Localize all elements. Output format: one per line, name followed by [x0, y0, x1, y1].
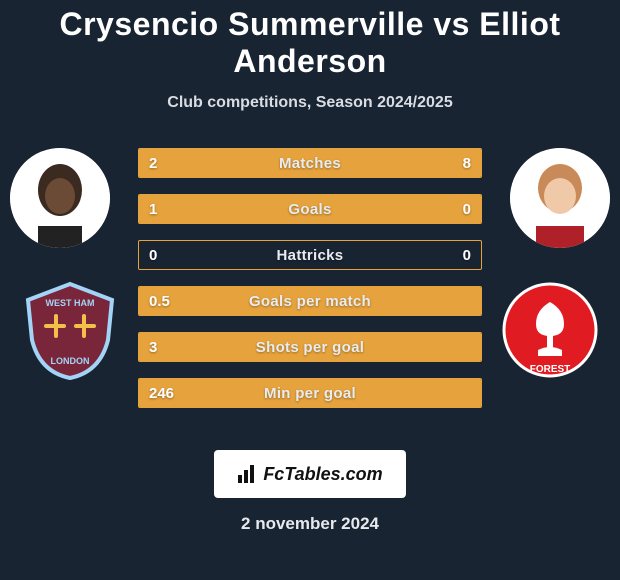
footer-date: 2 november 2024 [0, 514, 620, 534]
right-club-crest: FOREST [500, 280, 600, 380]
westham-crest-icon: WEST HAM LONDON [20, 280, 120, 380]
comparison-area: WEST HAM LONDON FOREST 2Matches81Goals00… [0, 146, 620, 436]
forest-crest-icon: FOREST [500, 280, 600, 380]
person-silhouette-icon [510, 148, 610, 248]
title-left-player: Crysencio Summerville [59, 6, 423, 42]
stat-right-value: 0 [463, 195, 471, 223]
stat-label: Shots per goal [139, 333, 481, 361]
stat-row: 3Shots per goal [138, 332, 482, 362]
svg-text:WEST HAM: WEST HAM [46, 298, 95, 308]
svg-text:LONDON: LONDON [51, 356, 90, 366]
stat-row: 1Goals0 [138, 194, 482, 224]
stat-right-value: 0 [463, 241, 471, 269]
stat-row: 0.5Goals per match [138, 286, 482, 316]
left-club-crest: WEST HAM LONDON [20, 280, 120, 380]
brand-badge: FcTables.com [214, 450, 406, 498]
stat-label: Min per goal [139, 379, 481, 407]
chart-icon [237, 464, 257, 484]
stat-bars: 2Matches81Goals00Hattricks00.5Goals per … [138, 148, 482, 424]
stat-row: 0Hattricks0 [138, 240, 482, 270]
right-player-avatar [510, 148, 610, 248]
person-silhouette-icon [10, 148, 110, 248]
svg-text:FOREST: FOREST [530, 364, 571, 375]
brand-text: FcTables.com [263, 464, 382, 485]
stat-right-value: 8 [463, 149, 471, 177]
page-title: Crysencio Summerville vs Elliot Anderson [0, 0, 620, 80]
stat-label: Matches [139, 149, 481, 177]
stat-label: Hattricks [139, 241, 481, 269]
left-player-avatar [10, 148, 110, 248]
stat-row: 246Min per goal [138, 378, 482, 408]
subtitle: Club competitions, Season 2024/2025 [0, 94, 620, 112]
stat-row: 2Matches8 [138, 148, 482, 178]
stat-label: Goals per match [139, 287, 481, 315]
stat-label: Goals [139, 195, 481, 223]
title-vs: vs [424, 6, 479, 42]
